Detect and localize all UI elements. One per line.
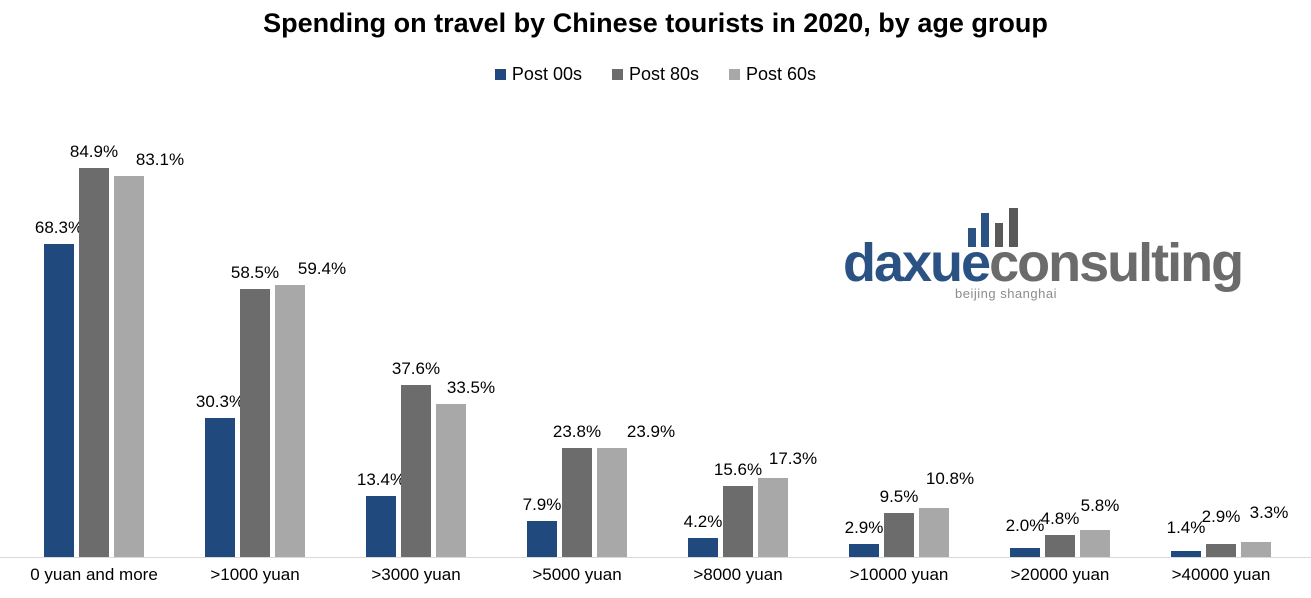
legend-item-post-80s: Post 80s xyxy=(611,64,700,85)
x-axis-label-1000-yuan: >1000 yuan xyxy=(210,565,300,584)
logo-brand-primary: daxue xyxy=(843,233,991,293)
bar-value-label-post-00s-40000-yuan: 1.4% xyxy=(1166,517,1206,537)
legend-label: Post 60s xyxy=(746,64,817,84)
bar-chart-icon-bar-4 xyxy=(1009,208,1018,247)
bar-value-label-post-60s-20000-yuan: 5.8% xyxy=(1080,496,1120,516)
bar-post-60s-8000-yuan xyxy=(758,477,788,557)
bar-chart-icon-bar-1 xyxy=(968,228,976,247)
bar-value-label-post-80s-8000-yuan: 15.6% xyxy=(713,459,763,479)
bar-post-80s-1000-yuan xyxy=(240,289,270,557)
legend-marker-post-00s xyxy=(494,69,506,80)
bar-value-label-post-80s-3000-yuan: 37.6% xyxy=(391,358,441,378)
bar-post-60s-1000-yuan xyxy=(275,284,305,557)
legend: Post 00s Post 80s Post 60s xyxy=(0,64,1311,85)
daxue-consulting-logo: daxueconsulting beijing shanghai xyxy=(843,200,1263,310)
bar-post-00s-0-yuan-and-more xyxy=(44,244,74,557)
bar-post-80s-20000-yuan xyxy=(1045,535,1075,557)
bar-post-00s-10000-yuan xyxy=(849,543,879,557)
chart-title: Spending on travel by Chinese tourists i… xyxy=(263,8,1048,38)
bar-value-label-post-00s-8000-yuan: 4.2% xyxy=(683,511,723,531)
bar-value-label-post-00s-0-yuan-and-more: 68.3% xyxy=(34,218,84,238)
bar-post-00s-5000-yuan xyxy=(527,520,557,557)
x-axis-label-40000-yuan: >40000 yuan xyxy=(1171,565,1271,584)
bar-chart-icon-bar-3 xyxy=(995,223,1003,247)
x-axis-label-8000-yuan: >8000 yuan xyxy=(693,565,783,584)
bar-value-label-post-00s-20000-yuan: 2.0% xyxy=(1005,515,1045,535)
bar-post-60s-5000-yuan xyxy=(597,447,627,557)
logo-tagline: beijing shanghai xyxy=(955,286,1057,301)
bar-value-label-post-00s-5000-yuan: 7.9% xyxy=(522,494,562,514)
legend-marker-post-60s xyxy=(729,69,741,80)
legend-label: Post 00s xyxy=(511,64,582,84)
legend-marker-post-80s xyxy=(611,69,623,80)
bar-value-label-post-60s-5000-yuan: 23.9% xyxy=(626,421,676,441)
legend-item-post-00s: Post 00s xyxy=(494,64,582,85)
bar-post-00s-1000-yuan xyxy=(205,418,235,557)
bar-post-80s-0-yuan-and-more xyxy=(79,168,109,557)
bar-value-label-post-60s-0-yuan-and-more: 83.1% xyxy=(135,150,185,170)
x-axis-label-3000-yuan: >3000 yuan xyxy=(371,565,461,584)
x-axis-label-5000-yuan: >5000 yuan xyxy=(532,565,622,584)
bar-value-label-post-00s-3000-yuan: 13.4% xyxy=(356,469,406,489)
bar-value-label-post-80s-40000-yuan: 2.9% xyxy=(1201,506,1241,526)
bar-post-80s-5000-yuan xyxy=(562,447,592,557)
bar-value-label-post-00s-1000-yuan: 30.3% xyxy=(195,392,245,412)
x-axis-label-20000-yuan: >20000 yuan xyxy=(1010,565,1110,584)
x-axis-label-0-yuan-and-more: 0 yuan and more xyxy=(30,565,158,584)
bar-post-80s-10000-yuan xyxy=(884,513,914,557)
legend-label: Post 80s xyxy=(628,64,700,84)
x-axis-line xyxy=(0,557,1311,558)
bar-post-00s-8000-yuan xyxy=(688,537,718,557)
bar-value-label-post-60s-3000-yuan: 33.5% xyxy=(446,377,496,397)
x-axis-label-10000-yuan: >10000 yuan xyxy=(849,565,949,584)
bar-value-label-post-60s-1000-yuan: 59.4% xyxy=(297,258,347,278)
bar-post-00s-40000-yuan xyxy=(1171,550,1201,557)
bar-value-label-post-60s-10000-yuan: 10.8% xyxy=(925,468,975,488)
bar-value-label-post-80s-5000-yuan: 23.8% xyxy=(552,421,602,441)
bar-post-00s-20000-yuan xyxy=(1010,547,1040,557)
bar-value-label-post-80s-10000-yuan: 9.5% xyxy=(879,487,919,507)
logo-brand-secondary: consulting xyxy=(989,233,1244,293)
bar-post-60s-3000-yuan xyxy=(436,403,466,557)
bar-value-label-post-80s-20000-yuan: 4.8% xyxy=(1040,509,1080,529)
bar-post-60s-20000-yuan xyxy=(1080,530,1110,557)
bar-post-60s-40000-yuan xyxy=(1241,541,1271,557)
bar-chart-icon-bar-2 xyxy=(981,213,989,247)
bar-value-label-post-80s-1000-yuan: 58.5% xyxy=(230,263,280,283)
legend-item-post-60s: Post 60s xyxy=(729,64,816,85)
bar-post-60s-10000-yuan xyxy=(919,507,949,557)
bar-post-80s-3000-yuan xyxy=(401,384,431,557)
bar-post-80s-40000-yuan xyxy=(1206,543,1236,557)
logo-wordmark: daxueconsulting xyxy=(843,233,1244,293)
bar-post-80s-8000-yuan xyxy=(723,485,753,557)
bar-post-60s-0-yuan-and-more xyxy=(114,176,144,557)
bar-value-label-post-00s-10000-yuan: 2.9% xyxy=(844,517,884,537)
bar-value-label-post-80s-0-yuan-and-more: 84.9% xyxy=(69,142,119,162)
bar-value-label-post-60s-8000-yuan: 17.3% xyxy=(768,448,818,468)
bar-post-00s-3000-yuan xyxy=(366,495,396,557)
bar-value-label-post-60s-40000-yuan: 3.3% xyxy=(1249,502,1289,522)
